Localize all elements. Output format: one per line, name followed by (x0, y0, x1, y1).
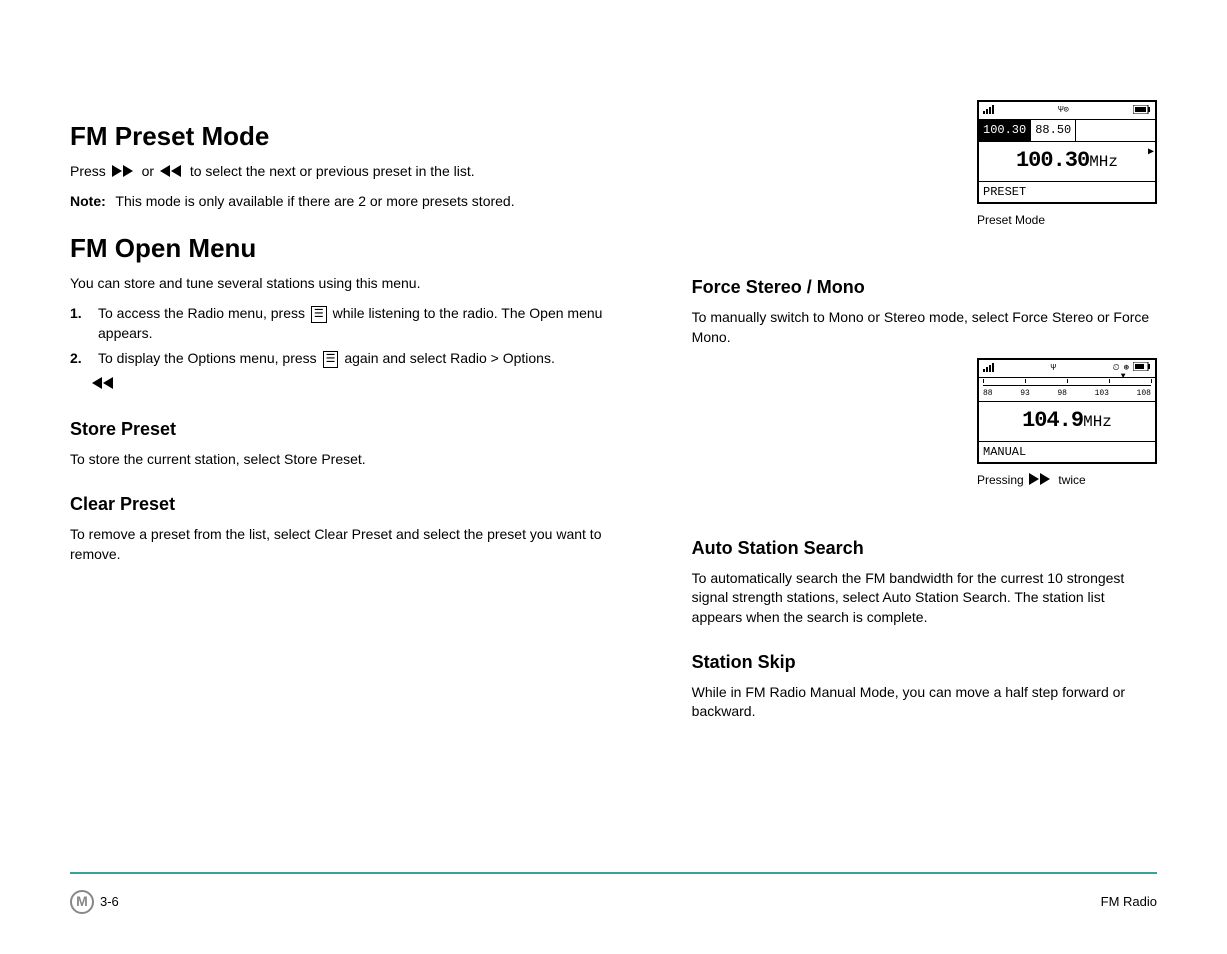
lcd2-caption: Pressing twice (977, 472, 1157, 489)
rewind-icon (160, 163, 184, 183)
lcd1-freq-unit: MHz (1089, 153, 1118, 171)
store-preset-text: To store the current station, select Sto… (70, 450, 652, 470)
lcd1-freq-num: 100.30 (1016, 148, 1089, 173)
step1-a: To access the Radio menu, press (98, 305, 309, 321)
battery-icon (1133, 362, 1151, 374)
lcd2-caption-a: Pressing (977, 473, 1027, 487)
step-number-1: 1. (70, 304, 90, 343)
lcd2-frequency: 104.9MHz (979, 402, 1155, 442)
right-column: Ψ⊙ 100.30 88.50 ▶ 100.30MHz (692, 100, 1157, 722)
lcd2-status-right: ⏲ ⊛ (1113, 362, 1151, 374)
lcd1-mode: PRESET (979, 182, 1155, 203)
preset-text-1: Press (70, 163, 110, 179)
fast-forward-icon (1029, 473, 1053, 490)
open-menu-intro: You can store and tune several stations … (70, 274, 652, 294)
lcd1-frequency: ▶ 100.30MHz (979, 142, 1155, 182)
page-container: FM Preset Mode Press or to select the ne… (0, 0, 1227, 954)
step-number-2: 2. (70, 349, 90, 369)
antenna-icon: Ψ (1051, 364, 1056, 373)
preset-text-2: or (142, 163, 158, 179)
auto-search-text: To automatically search the FM bandwidth… (692, 569, 1157, 628)
page-footer: M 3-6 FM Radio (70, 890, 1157, 914)
open-step-1: 1. To access the Radio menu, press ☰ whi… (70, 304, 652, 343)
heading-force-stereo: Force Stereo / Mono (692, 275, 1157, 300)
lcd2-marker-icon: ▼ (1121, 371, 1126, 382)
page-number: 3-6 (100, 893, 119, 911)
left-column: FM Preset Mode Press or to select the ne… (70, 100, 652, 722)
scale-label-4: 108 (1137, 388, 1151, 399)
antenna-stereo-icon: Ψ⊙ (1058, 106, 1069, 115)
scale-label-2: 98 (1057, 388, 1067, 399)
clear-preset-text: To remove a preset from the list, select… (70, 525, 652, 564)
step2-b: again and select Radio > Options. (344, 350, 555, 366)
alarm-icon: ⏲ (1113, 364, 1120, 373)
lcd1-preset-row: 100.30 88.50 (979, 120, 1155, 142)
lcd2-wrap: Ψ ⏲ ⊛ (692, 358, 1157, 514)
lcd2-scale-bar: ▼ (983, 380, 1151, 386)
scale-label-3: 103 (1095, 388, 1109, 399)
motorola-logo-icon: M (70, 890, 94, 914)
lcd1-wrap: Ψ⊙ 100.30 88.50 ▶ 100.30MHz (692, 100, 1157, 253)
signal-bars-icon (983, 362, 994, 375)
preset-text-3: to select the next or previous preset in… (190, 163, 475, 179)
two-column-layout: FM Preset Mode Press or to select the ne… (70, 100, 1157, 722)
lcd2-scale: ▼ 88 93 98 103 108 (979, 378, 1155, 402)
preset-note: Note: This mode is only available if the… (70, 192, 652, 212)
heading-preset-mode: FM Preset Mode (70, 118, 652, 154)
signal-bars-icon (983, 104, 994, 117)
lcd2-status-bar: Ψ ⏲ ⊛ (979, 360, 1155, 378)
menu-icon: ☰ (323, 351, 339, 368)
lcd1-preset-selected: 100.30 (979, 120, 1031, 141)
step-2-text: To display the Options menu, press ☰ aga… (98, 349, 652, 369)
rewind-icon (92, 375, 116, 395)
heading-store-preset: Store Preset (70, 417, 652, 442)
lcd2-caption-b: twice (1058, 473, 1085, 487)
lcd2-mode: MANUAL (979, 442, 1155, 463)
step-1-text: To access the Radio menu, press ☰ while … (98, 304, 652, 343)
fast-forward-icon (112, 163, 136, 183)
scale-label-1: 93 (1020, 388, 1030, 399)
lcd1-preset-other: 88.50 (1031, 120, 1076, 141)
lcd1-arrow-right-icon: ▶ (1148, 146, 1153, 160)
battery-icon (1133, 105, 1151, 117)
force-stereo-text: To manually switch to Mono or Stereo mod… (692, 308, 1157, 347)
footer-left: M 3-6 (70, 890, 119, 914)
heading-auto-search: Auto Station Search (692, 536, 1157, 561)
note-label: Note: (70, 193, 106, 209)
heading-clear-preset: Clear Preset (70, 492, 652, 517)
open-step-2: 2. To display the Options menu, press ☰ … (70, 349, 652, 369)
preset-mode-text: Press or to select the next or previous … (70, 162, 652, 182)
lcd-preset-screen: Ψ⊙ 100.30 88.50 ▶ 100.30MHz (977, 100, 1157, 204)
open-step-extra (90, 375, 652, 395)
footer-divider (70, 872, 1157, 874)
lcd1-status-bar: Ψ⊙ (979, 102, 1155, 120)
lcd-manual-screen: Ψ ⏲ ⊛ (977, 358, 1157, 465)
scale-label-0: 88 (983, 388, 993, 399)
note-text: This mode is only available if there are… (115, 193, 514, 209)
lcd2-scale-labels: 88 93 98 103 108 (983, 388, 1151, 399)
lcd1-caption: Preset Mode (977, 212, 1157, 229)
footer-title: FM Radio (1101, 893, 1157, 911)
menu-icon: ☰ (311, 306, 327, 323)
heading-station-skip: Station Skip (692, 650, 1157, 675)
heading-open-menu: FM Open Menu (70, 230, 652, 266)
station-skip-text: While in FM Radio Manual Mode, you can m… (692, 683, 1157, 722)
lcd2-freq-num: 104.9 (1022, 408, 1083, 433)
lcd2-freq-unit: MHz (1083, 413, 1112, 431)
step2-a: To display the Options menu, press (98, 350, 321, 366)
